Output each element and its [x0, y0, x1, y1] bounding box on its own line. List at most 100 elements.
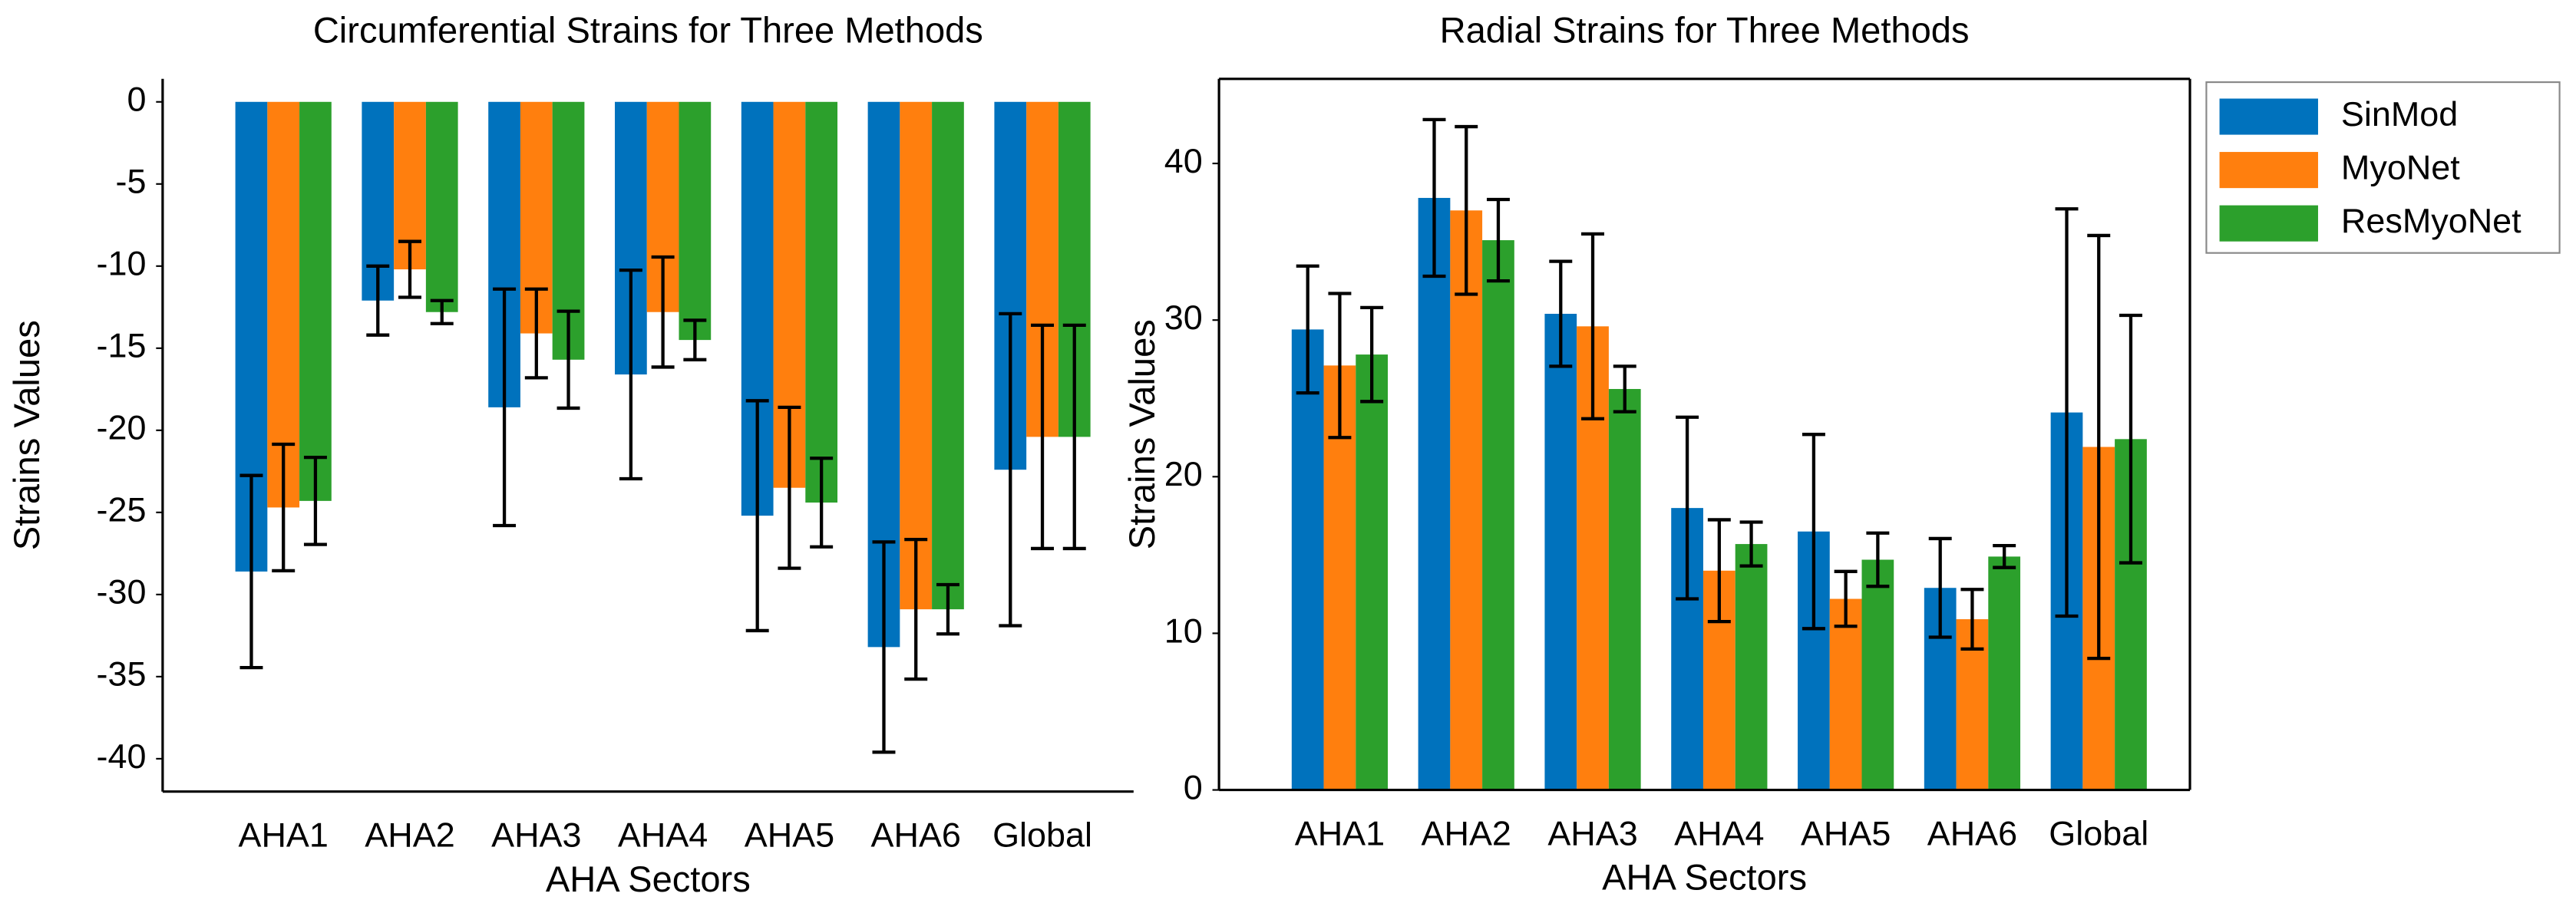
error-bar: [1928, 536, 1952, 639]
bar: [1608, 388, 1641, 790]
error-bar: [778, 405, 801, 570]
legend-swatch: [2219, 205, 2318, 242]
bar: [900, 101, 933, 610]
bar: [267, 101, 300, 508]
y-tick-label: 0: [1184, 767, 1203, 806]
legend-swatch: [2219, 98, 2318, 135]
y-tick-label: -5: [116, 162, 147, 201]
error-bar: [1676, 415, 1699, 601]
error-bar: [1739, 520, 1763, 568]
error-bar: [999, 312, 1022, 628]
y-tick-label: -20: [97, 408, 147, 447]
x-tick-label: AHA1: [239, 816, 329, 855]
error-bar: [1328, 292, 1352, 440]
bar: [1482, 240, 1514, 790]
error-bar: [619, 269, 642, 481]
error-bar: [1455, 124, 1478, 296]
bar: [1861, 559, 1894, 790]
x-tick-label: AHA6: [1927, 813, 2017, 852]
x-axis-label: AHA Sectors: [1602, 857, 1807, 898]
error-bar: [745, 399, 769, 633]
error-bar: [2055, 207, 2079, 618]
y-tick-label: 0: [127, 80, 146, 119]
bar: [1291, 329, 1324, 790]
x-tick-label: AHA5: [745, 816, 834, 855]
bar: [1544, 314, 1577, 790]
y-tick-label: 40: [1164, 141, 1203, 180]
error-bar: [1581, 232, 1605, 420]
error-bar: [524, 287, 548, 380]
x-tick-label: AHA5: [1801, 813, 1891, 852]
legend-label: MyoNet: [2341, 147, 2460, 186]
legend-label: ResMyoNet: [2341, 201, 2522, 240]
error-bar: [303, 456, 327, 546]
y-tick-label: 30: [1164, 298, 1203, 337]
x-tick-label: Global: [2049, 813, 2148, 852]
error-bar: [872, 540, 896, 754]
error-bar: [556, 309, 580, 410]
error-bar: [1993, 543, 2016, 569]
y-tick-label: 10: [1164, 611, 1203, 650]
error-bar: [936, 582, 959, 636]
error-bar: [1549, 259, 1573, 368]
chart-title: Circumferential Strains for Three Method…: [313, 9, 983, 50]
x-tick-label: AHA3: [491, 816, 581, 855]
y-axis-label: Strains Values: [1121, 319, 1162, 549]
y-axis-label: Strains Values: [6, 320, 47, 550]
x-tick-label: AHA2: [1422, 813, 1511, 852]
y-tick-label: -10: [97, 244, 147, 283]
error-bar: [1960, 588, 1984, 651]
bar: [425, 101, 458, 312]
error-bar: [1360, 305, 1384, 404]
bar: [1450, 210, 1483, 790]
y-tick-label: -25: [97, 490, 147, 529]
error-bar: [1031, 323, 1055, 551]
x-tick-label: AHA1: [1295, 813, 1385, 852]
bar: [299, 101, 332, 501]
error-bar: [651, 255, 675, 369]
error-bar: [2087, 233, 2111, 661]
bar: [1988, 556, 2021, 790]
y-tick-label: 20: [1164, 454, 1203, 493]
error-bar: [1707, 518, 1731, 624]
error-bar: [1613, 364, 1636, 414]
error-bar: [683, 318, 707, 361]
error-bar: [1422, 117, 1446, 279]
error-bar: [272, 442, 296, 572]
error-bar: [904, 538, 928, 681]
error-bar: [2119, 313, 2142, 565]
x-tick-label: AHA4: [1674, 813, 1764, 852]
bar: [805, 101, 838, 503]
y-tick-label: -35: [97, 654, 147, 694]
bar: [1418, 197, 1451, 790]
x-axis-label: AHA Sectors: [546, 859, 751, 899]
error-bar: [1296, 264, 1319, 395]
error-bar: [366, 264, 390, 337]
bar: [1829, 598, 1862, 790]
bar: [679, 101, 712, 341]
error-bar: [239, 473, 263, 670]
x-tick-label: Global: [992, 816, 1092, 855]
y-tick-label: -40: [97, 737, 147, 776]
x-tick-label: AHA6: [871, 816, 961, 855]
error-bar: [1802, 433, 1825, 631]
error-bar: [398, 239, 421, 299]
bar: [1735, 544, 1768, 790]
x-tick-label: AHA4: [618, 816, 708, 855]
legend-label: SinMod: [2341, 94, 2458, 134]
chart-title: Radial Strains for Three Methods: [1440, 9, 1970, 50]
x-tick-label: AHA2: [365, 816, 454, 855]
error-bar: [1866, 531, 1890, 588]
error-bar: [493, 287, 517, 528]
error-bar: [430, 298, 454, 325]
bar: [1356, 354, 1389, 790]
x-tick-label: AHA3: [1547, 813, 1637, 852]
bar: [932, 101, 964, 610]
error-bar: [1062, 323, 1086, 551]
legend-swatch: [2219, 152, 2318, 189]
error-bar: [810, 457, 834, 549]
y-tick-label: -30: [97, 572, 147, 611]
error-bar: [1486, 197, 1510, 283]
